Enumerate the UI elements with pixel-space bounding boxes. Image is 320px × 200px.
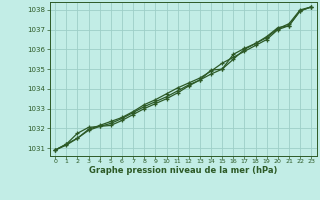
- X-axis label: Graphe pression niveau de la mer (hPa): Graphe pression niveau de la mer (hPa): [89, 166, 277, 175]
